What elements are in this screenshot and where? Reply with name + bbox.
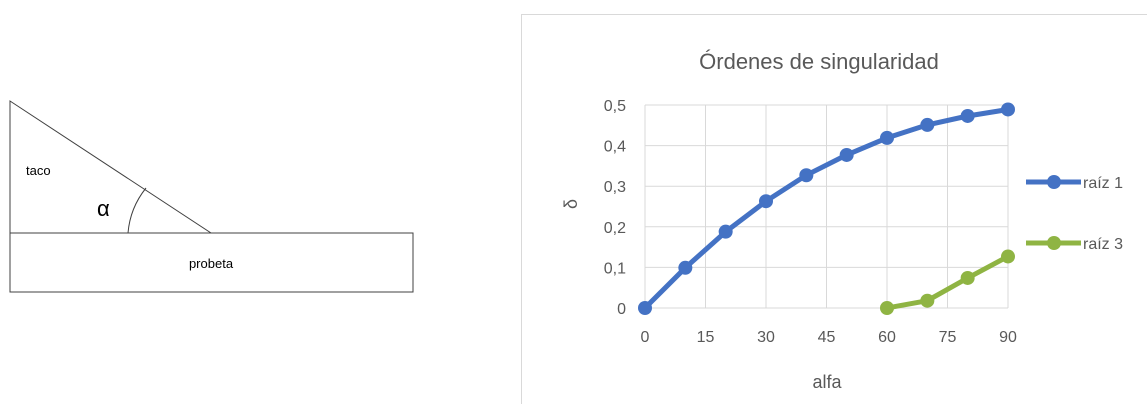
- data-point: [678, 260, 693, 275]
- data-point: [920, 293, 935, 308]
- series-line-1: [642, 107, 1011, 311]
- data-point: [799, 168, 814, 183]
- x-tick-label: 45: [818, 329, 836, 346]
- chart-grid: [644, 104, 1009, 309]
- data-point: [1001, 102, 1015, 117]
- y-axis-label: δ: [561, 199, 581, 209]
- data-point: [960, 270, 975, 285]
- x-tick-label: 75: [939, 329, 957, 346]
- wedge-label: taco: [26, 163, 51, 178]
- x-tick-label: 90: [999, 329, 1017, 346]
- data-point: [880, 130, 894, 145]
- series-points: [638, 102, 1015, 315]
- data-point: [718, 224, 733, 239]
- x-tick-label: 30: [757, 329, 775, 346]
- data-point: [920, 117, 935, 132]
- x-axis-label: alfa: [812, 372, 842, 392]
- data-point: [880, 301, 894, 315]
- series-line-2: [884, 253, 1011, 311]
- y-tick-label: 0: [617, 301, 626, 318]
- x-tick-labels: 0 15 30 45 60 75 90: [641, 329, 1017, 346]
- y-tick-label: 0,2: [604, 220, 626, 237]
- data-point: [638, 301, 652, 315]
- y-tick-label: 0,4: [604, 139, 626, 156]
- series-lines: [642, 107, 1011, 311]
- x-tick-label: 60: [878, 329, 896, 346]
- data-point: [960, 108, 975, 123]
- x-tick-label: 15: [697, 329, 715, 346]
- specimen-shape: [9, 232, 414, 293]
- y-tick-label: 0,1: [604, 260, 626, 277]
- y-tick-label: 0,5: [604, 98, 626, 115]
- angle-symbol: α: [97, 196, 110, 221]
- y-tick-label: 0,3: [604, 179, 626, 196]
- chart-title: Órdenes de singularidad: [699, 49, 939, 74]
- chart-frame: [521, 14, 1147, 404]
- wedge-diagram: taco α probeta: [9, 100, 414, 293]
- data-point: [759, 194, 773, 209]
- data-point: [839, 147, 854, 162]
- legend: raíz 1 raíz 3: [1026, 175, 1123, 253]
- legend-swatch-marker: [1047, 236, 1061, 250]
- x-tick-label: 0: [641, 329, 650, 346]
- angle-arc: [127, 187, 147, 234]
- specimen-label: probeta: [189, 256, 234, 271]
- legend-swatch-marker: [1047, 175, 1061, 189]
- legend-label: raíz 1: [1083, 175, 1123, 192]
- y-tick-labels: 0 0,1 0,2 0,3 0,4 0,5: [604, 98, 626, 318]
- legend-label: raíz 3: [1083, 236, 1123, 253]
- singularity-chart: Órdenes de singularidad 0 15 30 45 60 75 90 00…: [561, 49, 1123, 392]
- data-point: [1001, 249, 1015, 264]
